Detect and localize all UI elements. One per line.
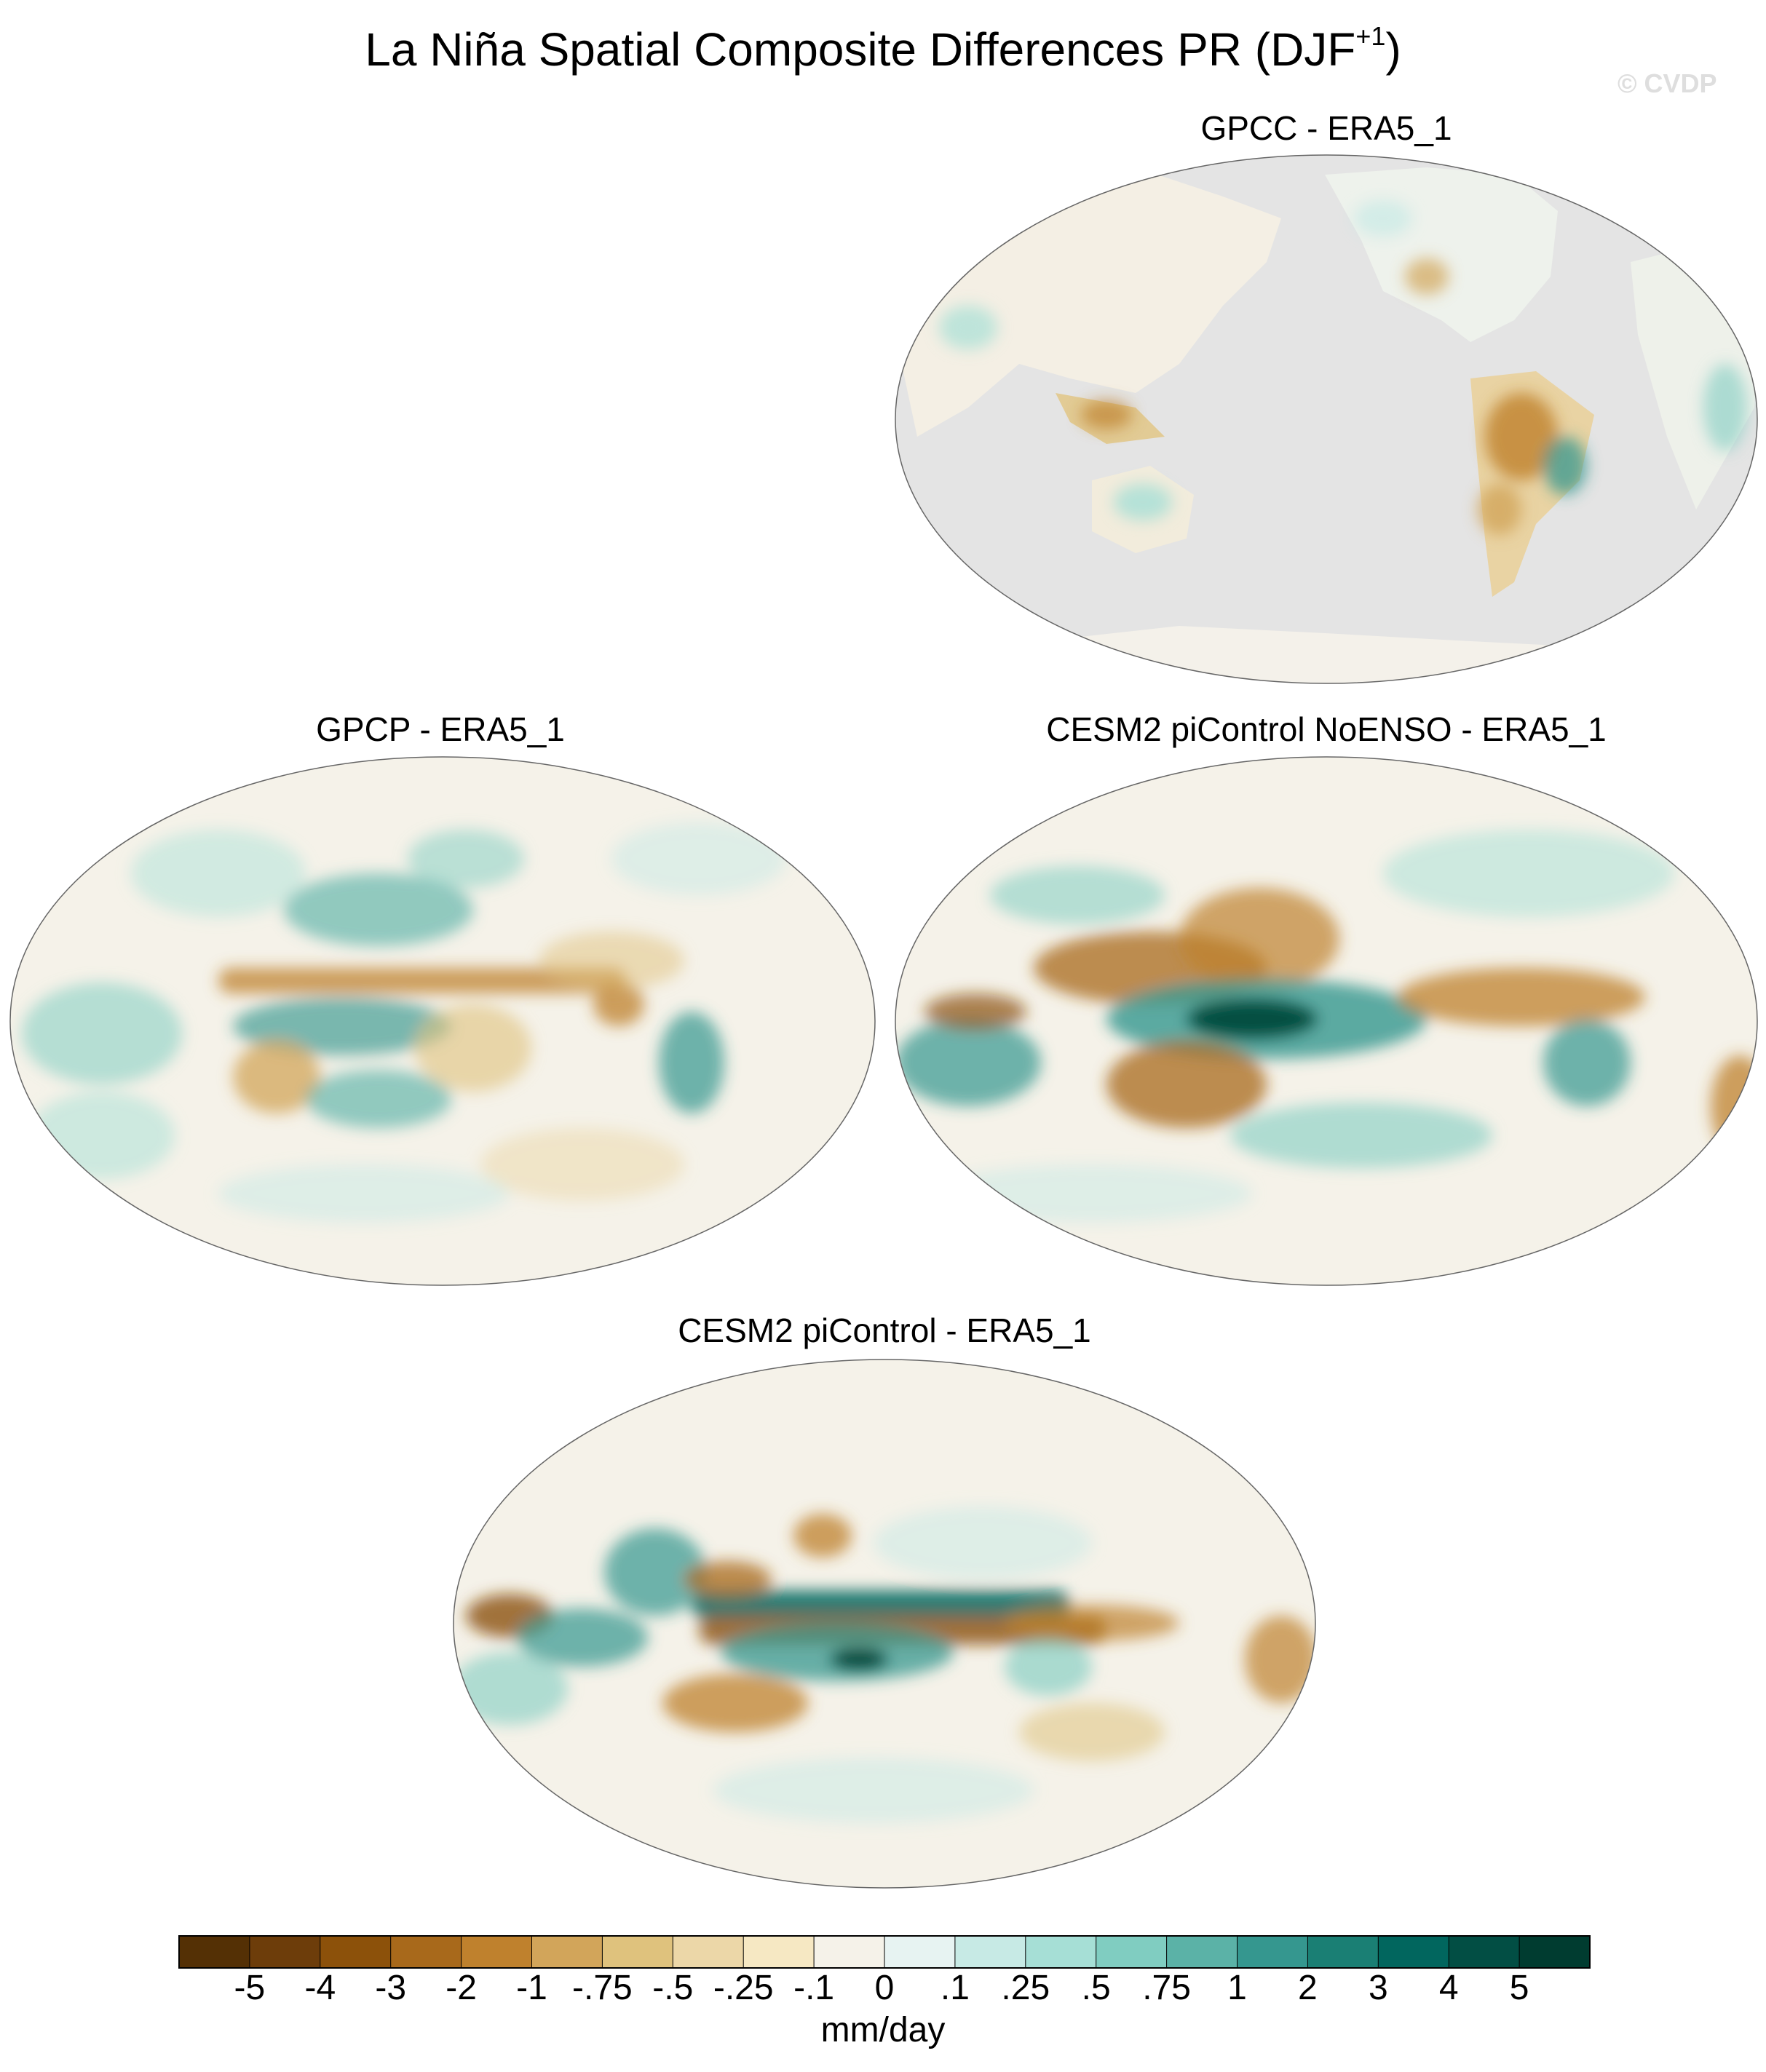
panel-title-gpcp: GPCP - ERA5_1 [316,710,565,748]
colorbar-tick-label: -2 [446,1969,477,2007]
colorbar-swatch [602,1936,673,1968]
colorbar-units: mm/day [820,2011,946,2049]
colorbar-swatch [1449,1936,1520,1968]
colorbar-tick-label: 0 [874,1969,895,2007]
colorbar-tick-label: .1 [940,1969,970,2007]
colorbar-tick-label: -.5 [652,1969,694,2007]
colorbar-swatch [461,1936,532,1968]
colorbar-swatch [954,1936,1026,1968]
colorbar [178,1935,1591,1969]
colorbar-swatch [1307,1936,1379,1968]
colorbar-tick-label: 3 [1368,1969,1388,2007]
panel-title-cesm2: CESM2 piControl - ERA5_1 [678,1311,1091,1349]
cvdp-watermark: © CVDP [1617,68,1717,98]
colorbar-tick-label: .25 [1001,1969,1050,2007]
colorbar-tick-label: -.1 [793,1969,835,2007]
colorbar-swatch [179,1936,250,1968]
colorbar-tick-label: -3 [375,1969,407,2007]
colorbar-swatch [1237,1936,1308,1968]
colorbar-tick-label: -.25 [713,1969,774,2007]
anomaly-field-gpcc [939,200,1747,535]
colorbar-swatch [1166,1936,1238,1968]
anomaly-field-cesm2-noenso [895,830,1757,1223]
colorbar-tick-label: 5 [1509,1969,1529,2007]
colorbar-swatch [320,1936,392,1968]
colorbar-tick-label: 2 [1298,1969,1318,2007]
colorbar-swatch [814,1936,885,1968]
colorbar-swatch [249,1936,321,1968]
map-panel-cesm2-noenso [895,757,1757,1285]
panel-title-cesm2-noenso: CESM2 piControl NoENSO - ERA5_1 [1046,710,1607,748]
colorbar-tick-label: 4 [1438,1969,1459,2007]
map-outline-gpcc [895,154,1758,684]
colorbar-swatch [531,1936,603,1968]
colorbar-tick-label: -.75 [572,1969,633,2007]
colorbar-swatch [1519,1936,1591,1968]
map-panel-cesm2 [454,1359,1315,1888]
colorbar-swatch [1378,1936,1449,1968]
map-outline-cesm2 [453,1359,1316,1889]
map-outline-cesm2-noenso [895,756,1758,1286]
colorbar-swatch [1025,1936,1097,1968]
colorbar-tick-label: 1 [1227,1969,1247,2007]
colorbar-tick-label: .5 [1081,1969,1111,2007]
panel-title-gpcc: GPCC - ERA5_1 [1200,109,1452,147]
figure-title: La Niña Spatial Composite Differences PR… [365,21,1401,76]
colorbar-swatch [673,1936,744,1968]
colorbar-tick-label: -1 [516,1969,547,2007]
colorbar-tick-label: -5 [234,1969,266,2007]
map-outline-gpcp [9,756,876,1286]
anomaly-field-gpcp [22,822,786,1223]
colorbar-tick-label: .75 [1142,1969,1191,2007]
map-panel-gpcp [10,757,875,1285]
colorbar-tick-label: -4 [304,1969,336,2007]
colorbar-swatch [884,1936,956,1968]
colorbar-swatch [743,1936,815,1968]
colorbar-swatch [390,1936,462,1968]
map-panel-gpcc [895,155,1757,683]
ocean-mask [895,155,1757,683]
colorbar-swatch [1096,1936,1168,1968]
anomaly-field-cesm2 [454,1507,1315,1823]
